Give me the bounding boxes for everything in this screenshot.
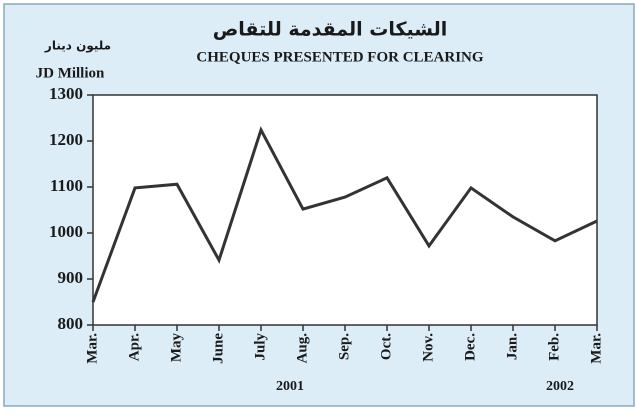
x-tick-label: June [210, 333, 226, 364]
year-label: 2002 [546, 379, 574, 394]
unit-arabic: مليون دينار [44, 39, 111, 54]
x-tick-label: Sep. [336, 333, 352, 360]
x-tick-label: Apr. [126, 333, 142, 361]
year-label: 2001 [276, 379, 304, 394]
chart-title-arabic: الشيكات المقدمة للتقاص [213, 19, 448, 41]
chart-title: CHEQUES PRESENTED FOR CLEARING [196, 49, 483, 65]
y-tick-label: 1200 [49, 130, 83, 149]
y-tick-label: 800 [58, 314, 84, 333]
x-tick-label: Mar. [84, 333, 100, 364]
x-tick-label: Dec. [462, 333, 478, 361]
y-tick-label: 1300 [49, 84, 83, 103]
x-tick-label: Nov. [420, 333, 436, 362]
x-tick-label: May [168, 333, 184, 363]
x-tick-label: Aug. [294, 333, 310, 364]
x-tick-label: Jan. [504, 333, 520, 360]
plot-area [92, 94, 598, 326]
x-tick-label: Feb. [546, 333, 562, 361]
x-tick-label: July [252, 333, 268, 361]
y-tick-label: 1000 [49, 222, 83, 241]
x-tick-label: Oct. [378, 333, 394, 360]
x-tick-label: Mar. [588, 333, 604, 364]
data-line [91, 126, 598, 303]
y-tick-label: 1100 [50, 176, 83, 195]
y-axis-label: JD Million [36, 65, 105, 81]
y-tick-label: 900 [58, 268, 84, 287]
